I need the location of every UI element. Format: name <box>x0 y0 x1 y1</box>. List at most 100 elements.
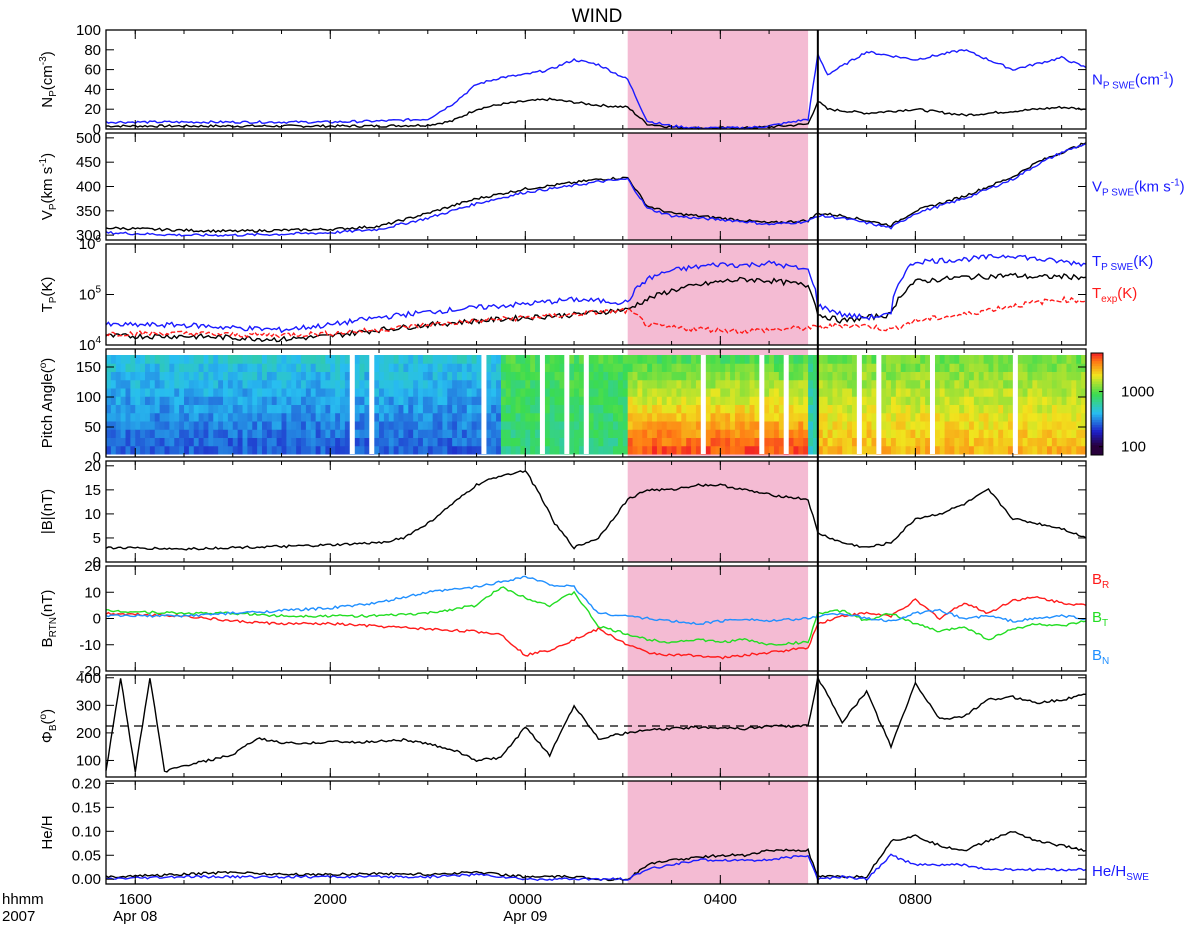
heatmap-cell <box>520 421 526 430</box>
heatmap-cell <box>149 396 156 405</box>
heatmap-cell <box>413 379 419 389</box>
heatmap-cell <box>881 412 887 422</box>
heatmap-cell <box>418 429 424 438</box>
heatmap-cell <box>603 429 609 438</box>
heatmap-cell <box>866 445 872 455</box>
heatmap-gap-8 <box>783 355 789 454</box>
heatmap-cell <box>520 379 526 389</box>
heatmap-cell <box>793 396 799 405</box>
heatmap-cell <box>110 379 117 389</box>
x-tick-date-2: Apr 09 <box>503 908 547 925</box>
heatmap-cell <box>973 363 980 372</box>
heatmap-cell <box>895 388 902 397</box>
heatmap-cell <box>383 437 390 447</box>
heatmap-cell <box>915 396 921 405</box>
heatmap-cell <box>808 412 814 422</box>
heatmap-cell <box>208 445 214 455</box>
heatmap-cell <box>335 363 341 372</box>
heatmap-cell <box>257 355 263 364</box>
y-tick-label-heh-1: 0.05 <box>72 847 101 864</box>
heatmap-cell <box>764 404 770 414</box>
heatmap-cell <box>998 404 1004 414</box>
heatmap-cell <box>861 379 868 389</box>
heatmap-cell <box>978 421 985 430</box>
heatmap-cell <box>398 404 404 414</box>
heatmap-cell <box>710 363 716 372</box>
heatmap-cell <box>535 421 541 430</box>
heatmap-cell <box>627 404 634 414</box>
heatmap-cell <box>1007 396 1014 405</box>
heatmap-cell <box>812 388 819 397</box>
heatmap-cell <box>130 379 136 389</box>
heatmap-cell <box>271 355 278 364</box>
y-tick-label-heh-0: 0.00 <box>72 871 101 888</box>
heatmap-cell <box>627 379 634 389</box>
heatmap-cell <box>515 355 521 364</box>
heatmap-cell <box>510 445 517 455</box>
heatmap-cell <box>447 371 453 381</box>
heatmap-cell <box>988 388 994 397</box>
heatmap-cell <box>476 445 482 455</box>
heatmap-cell <box>296 412 302 422</box>
heatmap-cell <box>145 379 151 389</box>
heatmap-cell <box>661 445 668 455</box>
heatmap-cell <box>496 429 502 438</box>
heatmap-cell <box>730 379 736 389</box>
heatmap-cell <box>403 396 409 405</box>
heatmap-cell <box>296 421 302 430</box>
heatmap-cell <box>817 388 824 397</box>
heatmap-cell <box>959 371 965 381</box>
heatmap-cell <box>398 379 404 389</box>
heatmap-cell <box>934 388 941 397</box>
heatmap-cell <box>496 371 502 381</box>
heatmap-cell <box>681 371 687 381</box>
colorbar-segment <box>1091 393 1103 397</box>
heatmap-cell <box>915 445 921 455</box>
heatmap-cell <box>383 388 390 397</box>
heatmap-cell <box>403 437 409 447</box>
heatmap-cell <box>1017 379 1024 389</box>
heatmap-cell <box>525 388 531 397</box>
heatmap-cell <box>973 437 980 447</box>
heatmap-cell <box>632 404 638 414</box>
heatmap-cell <box>554 355 560 364</box>
heatmap-cell <box>496 396 502 405</box>
heatmap-cell <box>695 388 702 397</box>
heatmap-cell <box>647 355 653 364</box>
heatmap-cell <box>793 421 799 430</box>
y-tick-label-np-5: 100 <box>76 22 101 39</box>
heatmap-cell <box>403 445 409 455</box>
heatmap-cell <box>169 437 175 447</box>
heatmap-cell <box>383 404 390 414</box>
heatmap-cell <box>471 437 478 447</box>
heatmap-cell <box>398 363 404 372</box>
heatmap-cell <box>500 379 507 389</box>
heatmap-cell <box>617 445 624 455</box>
heatmap-cell <box>978 412 985 422</box>
heatmap-cell <box>223 429 229 438</box>
heatmap-cell <box>164 412 170 422</box>
heatmap-cell <box>1032 388 1038 397</box>
heatmap-cell <box>725 363 731 372</box>
heatmap-cell <box>174 437 180 447</box>
heatmap-cell <box>710 437 716 447</box>
heatmap-cell <box>544 445 551 455</box>
heatmap-cell <box>861 355 868 364</box>
heatmap-cell <box>325 421 331 430</box>
heatmap-gap-10 <box>876 355 882 454</box>
heatmap-cell <box>622 396 629 405</box>
heatmap-cell <box>325 412 331 422</box>
heatmap-cell <box>1076 371 1082 381</box>
heatmap-cell <box>486 379 492 389</box>
heatmap-cell <box>632 379 638 389</box>
heatmap-cell <box>1042 429 1048 438</box>
heatmap-cell <box>130 421 136 430</box>
heatmap-cell <box>1046 429 1053 438</box>
heatmap-cell <box>871 371 877 381</box>
heatmap-cell <box>851 437 858 447</box>
heatmap-cell <box>866 437 872 447</box>
heatmap-cell <box>262 363 268 372</box>
heatmap-cell <box>1056 404 1063 414</box>
heatmap-cell <box>535 412 541 422</box>
heatmap-cell <box>198 379 205 389</box>
